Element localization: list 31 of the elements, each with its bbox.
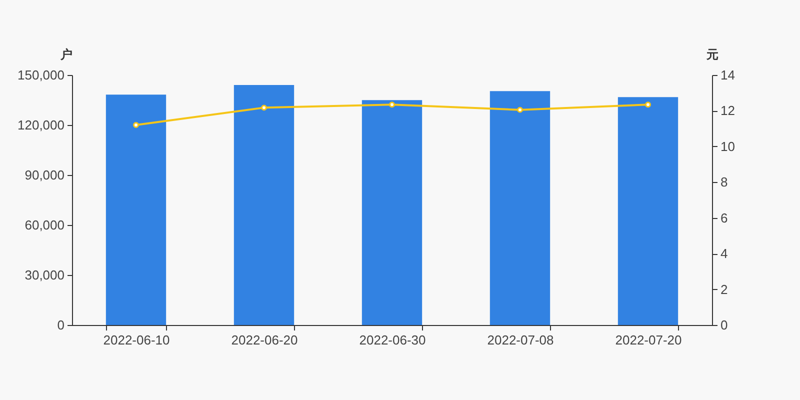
- x-tick-label: 2022-06-30: [359, 332, 426, 348]
- y-axis-title: 户: [60, 48, 72, 62]
- y2-tick-label: 14: [720, 68, 735, 82]
- point: [133, 122, 139, 128]
- point: [261, 104, 267, 111]
- y2-tick-label: 0: [720, 318, 728, 332]
- bar: [106, 94, 166, 325]
- y-tick-label: 120,000: [18, 118, 64, 132]
- y-tick-label: 150,000: [18, 68, 64, 82]
- y2-tick-label: 8: [720, 174, 728, 190]
- x-tick-label: 2022-06-20: [231, 332, 298, 348]
- x-tick-label: 2022-07-08: [487, 332, 554, 348]
- point: [645, 102, 651, 108]
- x-tick-label: 2022-06-10: [103, 332, 170, 348]
- bar: [234, 85, 294, 325]
- y2-tick-label: 10: [720, 138, 735, 154]
- y2-tick-label: 2: [720, 282, 728, 297]
- point: [389, 102, 395, 108]
- y-tick-label: 60,000: [24, 218, 64, 232]
- y2-axis-title: 元: [706, 48, 718, 62]
- y-tick-label: 0: [57, 318, 64, 332]
- x-tick-label: 2022-07-20: [615, 332, 682, 348]
- y2-tick-label: 6: [720, 210, 728, 226]
- bar: [490, 91, 550, 325]
- y-tick-label: 30,000: [24, 268, 64, 282]
- bar: [362, 100, 422, 325]
- y-tick-label: 90,000: [24, 168, 64, 182]
- y2-tick-label: 12: [720, 103, 735, 118]
- bar: [618, 97, 678, 325]
- y2-tick-label: 4: [720, 246, 728, 262]
- point: [517, 106, 523, 113]
